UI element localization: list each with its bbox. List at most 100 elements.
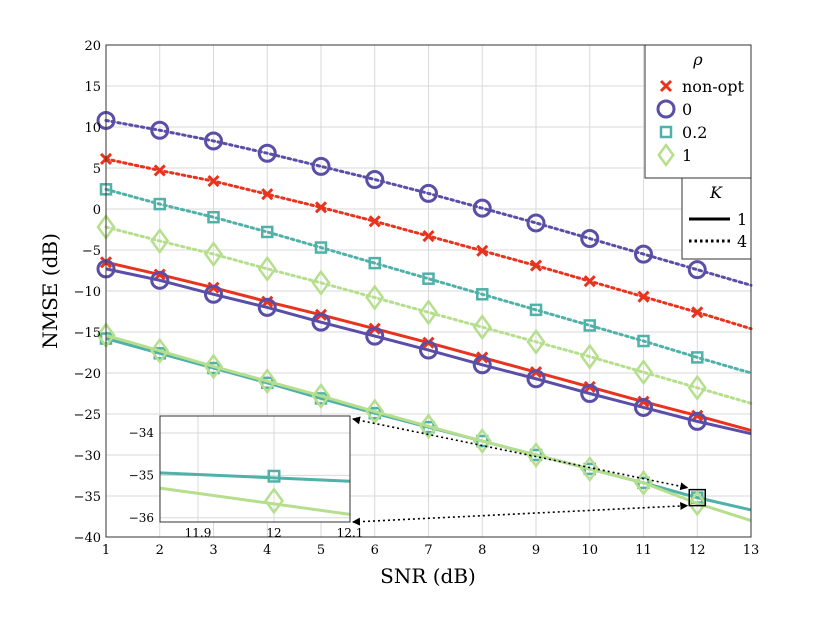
y-tick-label: −5 bbox=[82, 244, 101, 259]
x-marker-stroke bbox=[314, 201, 328, 214]
zoom-arrows bbox=[352, 416, 706, 526]
y-tick-label: −35 bbox=[74, 490, 101, 505]
y-tick-label: −25 bbox=[74, 408, 101, 423]
x-tick-label: 3 bbox=[209, 543, 217, 558]
circle-marker bbox=[634, 397, 653, 417]
diamond-marker bbox=[311, 382, 331, 410]
diamond-marker bbox=[418, 299, 439, 326]
x-tick-label: 8 bbox=[478, 543, 486, 558]
x-tick-label: 7 bbox=[424, 543, 432, 558]
circle-marker bbox=[257, 297, 277, 317]
square-marker bbox=[422, 272, 435, 285]
legend-rho-label: non-opt bbox=[682, 77, 745, 96]
square-marker bbox=[314, 241, 328, 254]
zoom-box bbox=[688, 488, 706, 507]
x-marker-stroke bbox=[637, 290, 650, 303]
x-marker-stroke bbox=[153, 268, 166, 281]
x-marker bbox=[153, 164, 166, 177]
diamond-marker bbox=[687, 490, 707, 517]
x-tick-label: 4 bbox=[263, 543, 271, 558]
y-tick-label: 10 bbox=[84, 121, 101, 136]
x-tick-label: 12 bbox=[689, 543, 706, 558]
diamond-marker bbox=[150, 337, 170, 364]
inset-line bbox=[159, 486, 351, 516]
x-marker-stroke bbox=[583, 275, 596, 288]
circle-marker bbox=[634, 244, 653, 264]
legend-rho-entry: non-opt bbox=[659, 77, 745, 96]
x-marker-stroke bbox=[422, 229, 435, 243]
x-tick-label: 10 bbox=[581, 543, 598, 558]
diamond-marker bbox=[257, 368, 277, 395]
y-tick-label: 20 bbox=[84, 39, 101, 54]
x-marker-stroke bbox=[261, 295, 274, 308]
circle-marker bbox=[311, 156, 331, 176]
circle-marker bbox=[472, 355, 492, 375]
legend-rho: ρ non-opt 0 0.2 1 bbox=[644, 44, 752, 179]
square-marker bbox=[476, 288, 489, 301]
circle-marker bbox=[204, 131, 223, 151]
x-tick-label: 6 bbox=[371, 543, 379, 558]
y-tick-label: −10 bbox=[74, 285, 101, 300]
plot-frame bbox=[105, 44, 752, 538]
diamond-marker bbox=[150, 227, 170, 255]
zoom-arrow-top bbox=[352, 416, 689, 491]
x-tick-label: 2 bbox=[156, 543, 164, 558]
legend-k: K1 4 bbox=[681, 177, 752, 260]
x-marker bbox=[691, 306, 704, 319]
inset-line-group bbox=[159, 469, 351, 483]
circle-marker bbox=[580, 229, 600, 249]
circle-marker bbox=[150, 270, 170, 290]
inset-y-tick-label: −34 bbox=[129, 426, 155, 440]
square-marker bbox=[691, 351, 704, 364]
x-marker-stroke bbox=[153, 164, 166, 177]
circle-marker bbox=[687, 411, 707, 431]
square-marker bbox=[153, 197, 166, 211]
x-axis-label: SNR (dB) bbox=[380, 564, 476, 588]
circle-marker bbox=[526, 213, 546, 233]
series--0-k-4 bbox=[96, 110, 753, 287]
circle-marker bbox=[419, 340, 438, 360]
x-marker bbox=[261, 295, 274, 308]
circle-marker bbox=[656, 99, 676, 119]
x-marker-stroke bbox=[529, 259, 543, 272]
diamond-marker bbox=[203, 353, 224, 380]
x-tick-label: 11 bbox=[635, 543, 652, 558]
series--0-k-1 bbox=[96, 259, 752, 436]
legend-k-title: K bbox=[709, 183, 723, 202]
inset-line bbox=[159, 471, 351, 483]
y-tick-label: 5 bbox=[93, 162, 101, 177]
x-marker-stroke bbox=[207, 175, 220, 188]
diamond-marker bbox=[472, 313, 492, 341]
circle-marker bbox=[472, 198, 492, 218]
x-marker bbox=[659, 79, 673, 93]
x-marker-stroke bbox=[368, 215, 381, 228]
y-tick-label: −30 bbox=[74, 449, 101, 464]
diamond-marker bbox=[257, 255, 277, 282]
legend-k-entry: 4 bbox=[689, 232, 747, 251]
y-tick-label: 15 bbox=[84, 80, 101, 95]
circle-marker bbox=[580, 384, 600, 403]
x-marker bbox=[314, 201, 328, 214]
zoom-arrow-bottom bbox=[352, 501, 689, 526]
inset-zoom: 11.9 12 12.1 −34 −35 −36 bbox=[129, 415, 363, 540]
circle-marker bbox=[204, 284, 223, 304]
legend-rho-label: 0.2 bbox=[682, 123, 707, 142]
square-marker bbox=[368, 256, 381, 270]
legend-k-label: 1 bbox=[737, 210, 747, 229]
inset-frame-top bbox=[159, 415, 351, 523]
x-tick-label: 9 bbox=[532, 543, 540, 558]
legend-rho-box bbox=[644, 44, 752, 179]
x-marker-stroke bbox=[261, 188, 274, 201]
diamond-marker bbox=[633, 359, 654, 386]
diamond-marker bbox=[264, 487, 284, 515]
diamond-marker bbox=[580, 343, 600, 370]
diamond-marker bbox=[203, 240, 224, 268]
legend-rho-entry: 1 bbox=[657, 142, 692, 168]
square-marker bbox=[261, 225, 274, 239]
circle-marker bbox=[257, 143, 277, 163]
diamond-marker bbox=[687, 374, 707, 401]
x-marker bbox=[153, 268, 166, 281]
series-line bbox=[104, 225, 753, 405]
inset-x-tick-label: 11.9 bbox=[185, 526, 212, 540]
series-line bbox=[104, 187, 753, 375]
